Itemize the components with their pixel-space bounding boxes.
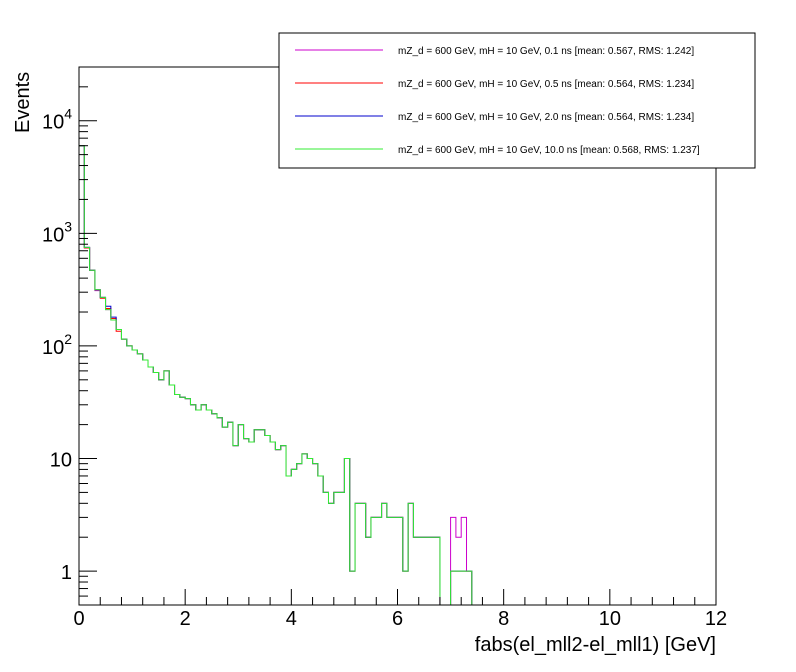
x-axis-label: fabs(el_mll2-el_mll1) [GeV] xyxy=(475,634,716,656)
x-tick-label: 10 xyxy=(599,608,621,630)
x-tick-label: 2 xyxy=(180,608,191,630)
legend: mZ_d = 600 GeV, mH = 10 GeV, 0.1 ns [mea… xyxy=(278,32,756,169)
y-tick-label: 104 xyxy=(42,106,72,134)
y-axis-tick-labels: 1 10 102 103 104 xyxy=(42,106,72,584)
legend-entries: mZ_d = 600 GeV, mH = 10 GeV, 0.1 ns [mea… xyxy=(295,46,700,156)
x-axis-tick-labels: 0 2 4 6 8 10 12 xyxy=(73,608,727,630)
legend-label-0: mZ_d = 600 GeV, mH = 10 GeV, 0.1 ns [mea… xyxy=(398,46,694,57)
series-line-0 xyxy=(78,145,695,606)
x-axis-ticks xyxy=(78,589,717,605)
y-tick-label: 1 xyxy=(61,562,72,584)
series-line-3 xyxy=(78,145,695,606)
x-tick-label: 6 xyxy=(392,608,403,630)
legend-label-2: mZ_d = 600 GeV, mH = 10 GeV, 2.0 ns [mea… xyxy=(398,112,694,123)
series-layer xyxy=(78,145,695,606)
series-line-1 xyxy=(78,145,695,606)
y-axis-ticks xyxy=(79,66,97,606)
y-tick-label: 103 xyxy=(42,218,72,246)
x-tick-label: 0 xyxy=(73,608,84,630)
y-tick-label: 102 xyxy=(42,331,72,359)
x-tick-label: 4 xyxy=(286,608,297,630)
legend-box xyxy=(278,32,756,169)
legend-label-3: mZ_d = 600 GeV, mH = 10 GeV, 10.0 ns [me… xyxy=(398,145,700,156)
x-tick-label: 8 xyxy=(498,608,509,630)
series-line-2 xyxy=(78,145,695,606)
legend-label-1: mZ_d = 600 GeV, mH = 10 GeV, 0.5 ns [mea… xyxy=(398,79,694,90)
y-axis-label: Events xyxy=(12,72,34,133)
x-tick-label: 12 xyxy=(705,608,727,630)
y-tick-label: 10 xyxy=(50,450,72,472)
